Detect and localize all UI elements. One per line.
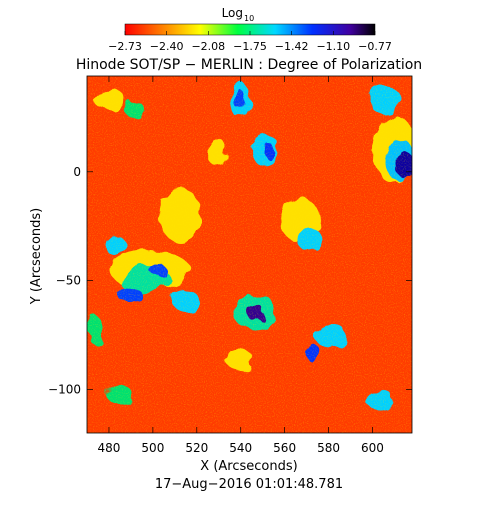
colorbar-tick-label: −2.73 bbox=[108, 40, 142, 53]
x-axis-label: X (Arcseconds) bbox=[200, 459, 297, 474]
y-tick-label: −100 bbox=[48, 382, 81, 396]
y-axis-label: Y (Arcseconds) bbox=[29, 208, 44, 305]
colorbar-ticks: −2.73 −2.40 −2.08 −1.75 −1.42 −1.10 −0.77 bbox=[108, 31, 392, 53]
heatmap-image bbox=[87, 76, 412, 433]
y-axis: 0 −50 −100 bbox=[48, 165, 412, 396]
x-tick-label: 520 bbox=[185, 441, 208, 455]
plot-frame bbox=[86, 75, 413, 434]
colorbar-label: Log bbox=[222, 6, 243, 20]
x-tick-label: 560 bbox=[273, 441, 296, 455]
y-tick-label: 0 bbox=[73, 165, 81, 179]
colorbar-tick-label: −2.40 bbox=[150, 40, 184, 53]
y-tick-label: −50 bbox=[56, 274, 81, 288]
x-tick-label: 540 bbox=[229, 441, 252, 455]
colorbar-tick-label: −2.08 bbox=[191, 40, 225, 53]
chart-title: Hinode SOT/SP − MERLIN : Degree of Polar… bbox=[76, 57, 422, 73]
colorbar-label-sub: 10 bbox=[244, 14, 254, 23]
colorbar-tick-label: −1.42 bbox=[275, 40, 309, 53]
x-tick-label: 580 bbox=[317, 441, 340, 455]
x-axis: 480 500 520 540 560 580 600 bbox=[98, 76, 384, 455]
timestamp: 17−Aug−2016 01:01:48.781 bbox=[155, 477, 343, 492]
x-tick-label: 480 bbox=[98, 441, 121, 455]
x-tick-label: 500 bbox=[141, 441, 164, 455]
colorbar-tick-label: −0.77 bbox=[358, 40, 392, 53]
x-tick-label: 600 bbox=[361, 441, 384, 455]
colorbar-tick-label: −1.75 bbox=[233, 40, 267, 53]
colorbar-tick-label: −1.10 bbox=[316, 40, 350, 53]
